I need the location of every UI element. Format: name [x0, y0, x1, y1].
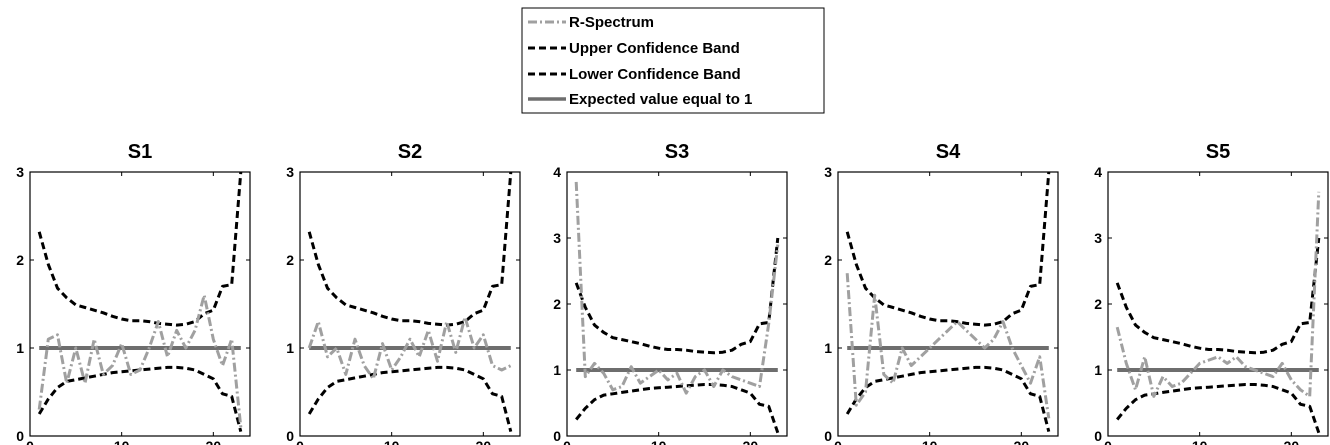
panel-s3-line-r-spectrum — [574, 181, 780, 395]
panel-s5-ytick-label: 1 — [1094, 362, 1102, 378]
panel-s4-xtick-label: 20 — [1014, 438, 1030, 445]
panel-s4-xtick-label: 0 — [834, 438, 842, 445]
panel-s4-ytick-label: 0 — [824, 428, 832, 444]
panel-s2-ytick-label: 1 — [286, 340, 294, 356]
panel-s2-ytick-label: 0 — [286, 428, 294, 444]
legend-box — [521, 7, 825, 114]
panel-s1-series — [37, 172, 243, 432]
panel-s2-title: S2 — [398, 141, 422, 163]
panel-s4-title: S4 — [936, 141, 961, 163]
panel-s1: S1 0 10 20 0 1 2 3 — [16, 141, 251, 445]
panel-s5-ytick-label: 0 — [1094, 428, 1102, 444]
panel-s3-title: S3 — [665, 141, 689, 163]
panel-s2-ytick-label: 2 — [286, 252, 294, 268]
panel-s4-ytick-label: 1 — [824, 340, 832, 356]
panel-s3-ytick-label: 3 — [553, 230, 561, 246]
panel-s3-ytick-label: 0 — [553, 428, 561, 444]
legend-label-lower-band: Lower Confidence Band — [569, 66, 741, 83]
panel-s4: S4 0 10 20 0 1 2 3 — [824, 141, 1059, 445]
panel-s5-ytick-label: 3 — [1094, 230, 1102, 246]
panel-s3: S3 0 10 20 0 1 2 3 4 — [553, 141, 788, 445]
panel-s2-line-upper-confidence-band — [307, 172, 513, 327]
legend-label-expected: Expected value equal to 1 — [569, 91, 752, 108]
panel-s3-xtick-label: 20 — [743, 438, 759, 445]
panel-s5-line-lower-confidence-band — [1116, 383, 1321, 434]
panel-s2-ytick-label: 3 — [286, 164, 294, 180]
panel-s3-ytick-label: 4 — [553, 164, 561, 180]
legend: R-Spectrum Upper Confidence Band Lower C… — [521, 7, 825, 114]
panel-s2-xtick-label: 0 — [296, 438, 304, 445]
panel-s4-line-lower-confidence-band — [845, 365, 1051, 432]
panel-s5-ytick-label: 2 — [1094, 296, 1102, 312]
panel-s5-line-r-spectrum — [1115, 191, 1321, 398]
panel-s3-xtick-label: 10 — [651, 438, 667, 445]
panel-s2-xtick-label: 10 — [384, 438, 400, 445]
panel-s1-ytick-label: 1 — [16, 340, 24, 356]
panel-s1-line-lower-confidence-band — [37, 365, 243, 432]
panel-s1-ytick-label: 0 — [16, 428, 24, 444]
panel-s1-xtick-label: 10 — [114, 438, 130, 445]
panel-s5: S5 0 10 20 0 1 2 3 4 — [1094, 141, 1329, 445]
panel-s3-xtick-label: 0 — [563, 438, 571, 445]
panel-s5-title: S5 — [1206, 141, 1230, 163]
panel-s2-axes-box — [299, 171, 521, 437]
panel-s2-series — [307, 172, 513, 432]
panel-s2-xtick-label: 20 — [476, 438, 492, 445]
panel-s3-line-lower-confidence-band — [575, 383, 780, 434]
panel-s1-title: S1 — [128, 141, 152, 163]
panel-s1-xtick-label: 20 — [206, 438, 222, 445]
panel-s5-xtick-label: 20 — [1284, 438, 1300, 445]
panel-s4-axes-box — [837, 171, 1059, 437]
panel-s5-ytick-label: 4 — [1094, 164, 1102, 180]
subplot-panels: S1010200123S2010200123S30102001234S40102… — [16, 141, 1329, 445]
panel-s2-line-r-spectrum — [307, 315, 512, 381]
panel-s3-ytick-label: 1 — [553, 362, 561, 378]
panel-s4-line-upper-confidence-band — [845, 172, 1051, 327]
panel-s1-ytick-label: 3 — [16, 164, 24, 180]
panel-s1-axes-box — [29, 171, 251, 437]
panel-s1-xtick-label: 0 — [26, 438, 34, 445]
panel-s1-ytick-label: 2 — [16, 252, 24, 268]
legend-label-r-spectrum: R-Spectrum — [569, 14, 654, 31]
panel-s5-line-upper-confidence-band — [1115, 237, 1321, 355]
panel-s5-series — [1115, 191, 1321, 434]
panel-s4-xtick-label: 10 — [922, 438, 938, 445]
panel-s3-series — [574, 181, 780, 434]
panel-s4-line-r-spectrum — [845, 273, 1051, 419]
legend-label-upper-band: Upper Confidence Band — [569, 40, 740, 57]
panel-s3-line-upper-confidence-band — [574, 237, 780, 355]
panel-s1-line-r-spectrum — [37, 293, 243, 428]
panel-s2-line-lower-confidence-band — [307, 365, 513, 432]
panel-s5-xtick-label: 0 — [1104, 438, 1112, 445]
panel-s4-series — [845, 172, 1051, 432]
panel-s4-ytick-label: 2 — [824, 252, 832, 268]
panel-s4-ytick-label: 3 — [824, 164, 832, 180]
panel-s3-ytick-label: 2 — [553, 296, 561, 312]
panel-s1-line-upper-confidence-band — [37, 172, 243, 327]
panel-s5-xtick-label: 10 — [1192, 438, 1208, 445]
panel-s2: S2 0 10 20 0 1 2 3 — [286, 141, 521, 445]
